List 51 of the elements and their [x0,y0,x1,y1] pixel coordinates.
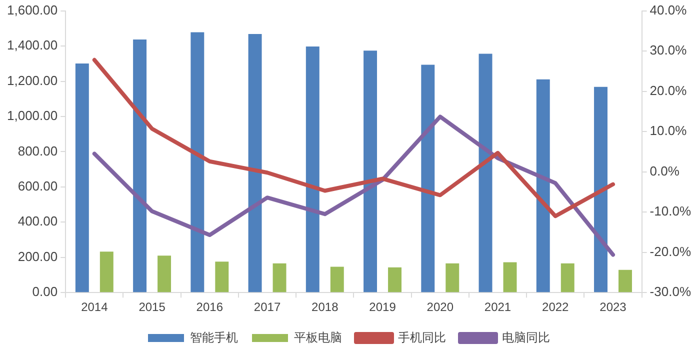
bar [364,50,378,292]
y-tick-label: 200.00 [18,248,58,264]
x-tick-label: 2022 [542,300,570,314]
y2-tick-label: -10.0% [650,204,692,219]
y-tick-label: 400.00 [18,214,58,229]
bar [133,40,147,292]
y-tick-label: 600.00 [18,178,58,194]
x-tick-label: 2015 [138,300,166,314]
bar [421,64,435,292]
y2-tick-label: -30.0% [650,284,692,300]
legend-label: 平板电脑 [294,330,342,344]
bar [190,32,204,292]
bar [100,252,114,292]
bar [306,46,320,292]
bar [75,63,89,292]
bar [272,263,286,292]
y-tick-label: 1,400.00 [6,38,58,53]
bar [503,262,517,292]
y2-tick-label: 20.0% [650,82,688,98]
legend-label: 电脑同比 [502,330,550,344]
bar [618,270,632,292]
bar [388,267,402,292]
legend-label: 智能手机 [190,330,238,344]
bar [330,266,344,292]
x-tick-label: 2023 [600,300,627,314]
x-tick-label: 2019 [369,300,396,314]
bar [446,263,460,292]
x-tick-label: 2018 [312,300,339,314]
bar [536,79,550,292]
y-tick-label: 1,000.00 [6,108,58,124]
x-tick-label: 2021 [484,300,512,314]
x-tick-label: 2014 [81,300,108,314]
y2-tick-label: 10.0% [650,123,688,138]
bar [248,34,262,292]
y-tick-label: 1,600.00 [6,2,58,18]
x-tick-label: 2017 [254,300,281,314]
x-tick-label: 2020 [426,300,454,314]
bar [158,256,172,292]
y2-tick-label: -20.0% [650,244,692,259]
bar [594,86,608,292]
y2-tick-label: 0.0% [650,163,680,178]
bar [560,263,574,292]
bar [478,54,492,292]
y2-tick-label: 30.0% [650,42,688,58]
y-tick-label: 1,200.00 [6,72,58,88]
y2-tick-label: 40.0% [650,2,688,18]
legend-label: 手机同比 [398,330,446,344]
bar [215,262,229,292]
y-tick-label: 0.00 [32,284,58,300]
x-tick-label: 2016 [196,300,224,314]
y-tick-label: 800.00 [18,143,58,158]
